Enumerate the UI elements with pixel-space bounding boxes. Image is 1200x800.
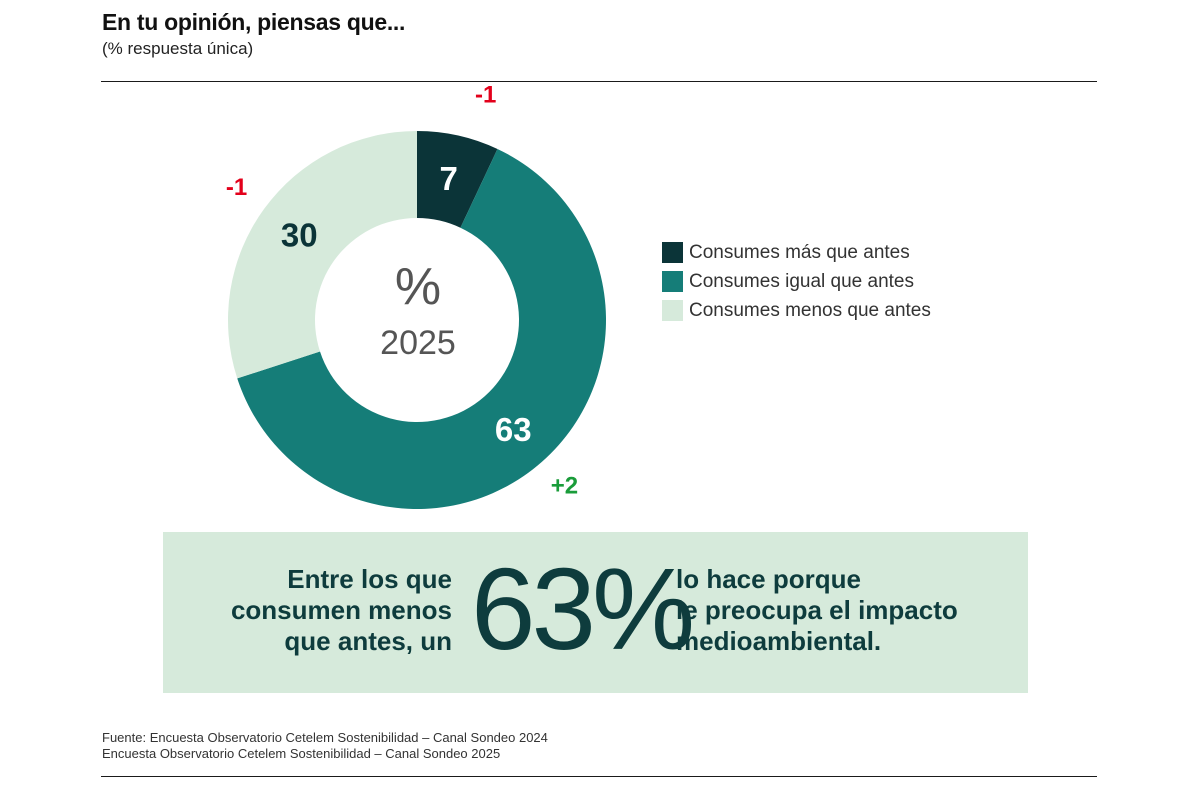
callout-left-line: Entre los que [287,564,452,594]
callout-left-line: consumen menos [230,595,452,625]
data-label-consumes-igual-que-antes: 63 [495,411,532,448]
legend-label: Consumes igual que antes [689,270,914,292]
legend-swatch [662,300,683,321]
donut-slice-consumes-igual-que-antes [237,148,607,510]
callout-left-text: Entre los que consumen menos que antes, … [231,564,452,657]
donut-slice-consumes-mas-que-antes [417,131,498,228]
chart-title: En tu opinión, piensas que... [102,9,406,35]
source-note: Fuente: Encuesta Observatorio Cetelem So… [102,730,548,762]
data-label-consumes-mas-que-antes: 7 [440,160,458,197]
legend-item-consumes-mas-que-antes: Consumes más que antes [662,238,931,267]
callout-right-line: lo hace porque [676,564,861,594]
callout-right-line: medioambiental. [676,626,882,656]
donut-chart: % 2025 7 -1 63 +2 30 -1 [226,82,607,510]
data-label-consumes-menos-que-antes: 30 [281,216,318,253]
chart-legend: Consumes más que antes Consumes igual que… [662,238,931,325]
legend-label: Consumes más que antes [689,241,910,263]
center-label-percent: % [395,258,441,316]
legend-swatch [662,271,683,292]
chart-subtitle: (% respuesta única) [102,39,254,58]
callout-right-text: lo hace porque le preocupa el impacto me… [676,564,958,657]
donut-slice-consumes-menos-que-antes [227,131,417,379]
legend-swatch [662,242,683,263]
change-label-consumes-igual-que-antes: +2 [551,472,578,499]
legend-label: Consumes menos que antes [689,299,931,321]
change-label-consumes-mas-que-antes: -1 [475,82,496,108]
source-line: Encuesta Observatorio Cetelem Sostenibil… [102,746,501,761]
change-label-consumes-menos-que-antes: -1 [226,174,247,201]
legend-item-consumes-igual-que-antes: Consumes igual que antes [662,267,931,296]
callout-right-line: le preocupa el impacto [676,595,958,625]
top-divider [101,81,1097,82]
callout-left-line: que antes, un [284,626,452,656]
callout-box: Entre los que consumen menos que antes, … [163,532,1028,693]
source-line: Fuente: Encuesta Observatorio Cetelem So… [102,730,548,745]
bottom-divider [101,776,1097,777]
callout-big-value: 63% [471,544,695,674]
center-label-year: 2025 [380,324,456,362]
legend-item-consumes-menos-que-antes: Consumes menos que antes [662,296,931,325]
